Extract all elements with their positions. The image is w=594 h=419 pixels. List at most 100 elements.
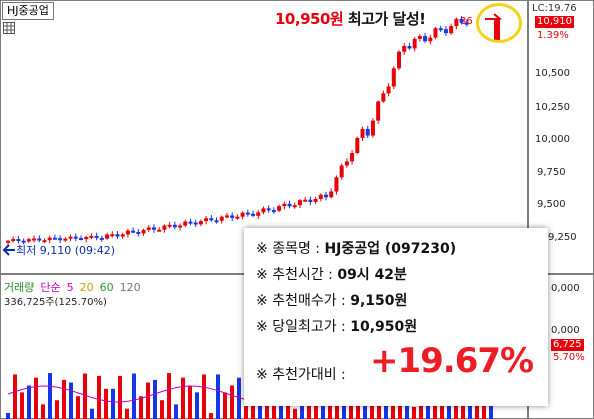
price-tick-4: 9,750 <box>537 167 566 178</box>
lc-readout: LC:19.76 <box>532 3 577 14</box>
candle <box>204 216 209 225</box>
legend-simple: 단순 <box>40 281 61 294</box>
candle <box>110 231 115 238</box>
volume-bar <box>258 400 262 419</box>
grid-icon[interactable] <box>3 22 15 34</box>
candle <box>449 23 454 35</box>
volume-bar <box>160 400 164 419</box>
info-row-compare: ※ 추천가대비 : <box>256 367 346 383</box>
candle <box>6 239 10 246</box>
volume-bar <box>216 374 220 419</box>
candle <box>73 233 78 242</box>
volume-bar <box>62 379 66 419</box>
info-row-time: ※ 추천시간 : 09시 42분 <box>256 267 407 283</box>
candle <box>37 235 42 243</box>
info-row-high-price: ※ 당일최고가 : 10,950원 <box>256 319 418 335</box>
legend-volume: 거래량 <box>4 281 35 294</box>
candle <box>277 204 282 213</box>
candle <box>245 209 250 217</box>
current-change-pct: 1.39% <box>537 30 569 41</box>
candle <box>464 19 469 27</box>
candle <box>125 228 130 238</box>
volume-bar <box>167 373 171 419</box>
candle <box>443 25 448 37</box>
candle <box>58 235 63 244</box>
price-tick-2: 10,250 <box>535 102 570 113</box>
volume-bar <box>125 408 129 419</box>
candle <box>412 37 417 52</box>
candle <box>105 232 110 240</box>
candlestick-series <box>6 15 500 246</box>
candle <box>183 219 188 227</box>
volume-bar <box>97 375 101 419</box>
headline-price: 10,950원 <box>275 10 344 28</box>
volume-bar <box>104 388 108 419</box>
headline: 10,950원 최고가 달성! <box>275 8 426 29</box>
candle <box>386 83 391 97</box>
candle <box>324 191 329 201</box>
candle <box>407 42 412 50</box>
candle <box>120 232 125 239</box>
candle <box>417 33 422 42</box>
candle <box>303 197 308 202</box>
volume-bar <box>76 396 80 419</box>
legend-ma5: 5 <box>66 281 74 294</box>
volume-bar <box>293 408 297 419</box>
candle <box>63 237 68 243</box>
volume-bar <box>90 408 94 419</box>
volume-bar <box>237 377 241 419</box>
volume-bar <box>202 374 206 419</box>
volume-bar <box>181 377 185 419</box>
candle <box>209 215 214 222</box>
candle <box>52 234 57 240</box>
volume-bar <box>174 404 178 419</box>
volume-bar <box>188 385 192 419</box>
candle <box>78 235 83 241</box>
current-price-box: 10,910 <box>535 16 574 28</box>
volume-bar <box>146 382 150 419</box>
candle <box>11 236 16 243</box>
candle <box>266 205 271 213</box>
candle <box>146 224 151 233</box>
candle <box>21 238 26 245</box>
volume-bar <box>209 412 213 419</box>
candle <box>454 17 459 30</box>
candle <box>115 231 120 239</box>
volume-sub-text: 336,725주(125.70%) <box>4 297 107 308</box>
candle <box>167 221 172 229</box>
stock-name-tab[interactable]: HJ중공업 <box>2 2 54 20</box>
volume-bar <box>69 382 73 419</box>
candle <box>397 50 402 71</box>
candle <box>224 212 229 219</box>
candle <box>32 235 37 243</box>
candle <box>131 227 136 234</box>
candle <box>297 199 302 209</box>
candle <box>172 221 177 230</box>
candle <box>428 34 433 45</box>
volume-current-pct: 5.70% <box>553 352 585 363</box>
candle <box>188 218 193 226</box>
volume-bar <box>111 388 115 419</box>
volume-bar <box>279 396 283 419</box>
candle <box>423 32 428 44</box>
candle <box>84 235 89 243</box>
volume-bar <box>195 392 199 419</box>
candle <box>365 125 370 139</box>
candle <box>438 25 443 33</box>
volume-tick-1: 0,000 <box>551 283 580 294</box>
compare-percentage: +19.67% <box>370 341 534 381</box>
candle <box>235 214 240 220</box>
volume-current-box: 6,725 <box>551 339 584 351</box>
candle <box>214 217 219 224</box>
volume-bar <box>48 373 52 419</box>
candle <box>334 175 339 195</box>
volume-bar <box>230 385 234 419</box>
candle <box>261 206 266 215</box>
candle <box>251 210 256 218</box>
candle <box>256 210 261 220</box>
candle <box>355 136 360 155</box>
candle <box>360 126 365 142</box>
volume-bar <box>13 374 17 419</box>
candle <box>16 235 21 244</box>
